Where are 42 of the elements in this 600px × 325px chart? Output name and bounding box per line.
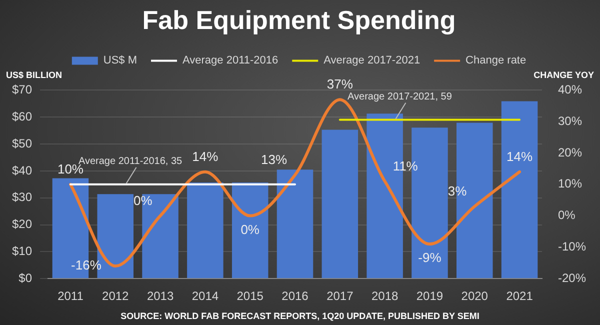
x-tick-label: 2014: [192, 289, 219, 304]
y2-tick-label: -20%: [558, 270, 586, 285]
x-tick-label: 2012: [102, 289, 130, 304]
y2-tick-label: 10%: [558, 176, 582, 191]
x-tick-label: 2015: [236, 289, 264, 304]
x-tick-label: 2018: [371, 289, 398, 304]
data-label: 0%: [240, 222, 260, 237]
y-tick-label: $20: [12, 217, 32, 232]
y-tick-label: $0: [18, 270, 32, 285]
legend-label: Change rate: [466, 54, 526, 67]
y2-tick-label: 0%: [558, 208, 576, 222]
x-tick-label: 2017: [326, 289, 354, 304]
annotation: Average 2011-2016, 35: [78, 156, 183, 168]
annotation: Average 2017-2021, 59: [348, 92, 452, 103]
data-label: 14%: [506, 148, 533, 164]
y-tick-label: $50: [12, 136, 32, 150]
y-tick-label: $30: [12, 190, 32, 204]
x-tick-label: 2013: [146, 289, 174, 304]
legend-label: US$ M: [103, 54, 138, 67]
x-tick-label: 2020: [461, 289, 488, 304]
data-label: -9%: [418, 250, 442, 266]
y-axis-title: US$ BILLION: [6, 70, 62, 80]
y2-tick-label: 30%: [558, 114, 582, 128]
y-tick-label: $70: [12, 82, 32, 97]
y-tick-label: $40: [12, 163, 32, 178]
y2-tick-label: -10%: [558, 240, 586, 254]
x-tick-label: 2019: [416, 289, 444, 304]
y2-axis-title: CHANGE YOY: [534, 70, 594, 80]
data-label: 37%: [326, 76, 354, 92]
y-tick-label: $10: [12, 244, 32, 258]
legend-label: Average 2011-2016: [182, 54, 278, 67]
x-tick-label: 2011: [58, 289, 84, 304]
data-label: 13%: [260, 152, 288, 168]
y2-tick-label: 20%: [558, 145, 582, 160]
chart-title: Fab Equipment Spending: [142, 4, 456, 35]
source-note: SOURCE: WORLD FAB FORECAST REPORTS, 1Q20 UPDATE, PUBLISHED BY SEMI: [120, 310, 480, 321]
y-tick-label: $60: [12, 109, 32, 124]
x-tick-label: 2021: [506, 289, 534, 304]
y2-tick-label: 40%: [558, 82, 582, 97]
legend-label: Average 2017-2021: [324, 54, 420, 67]
data-label: 14%: [192, 148, 219, 164]
x-tick-label: 2016: [282, 289, 309, 304]
